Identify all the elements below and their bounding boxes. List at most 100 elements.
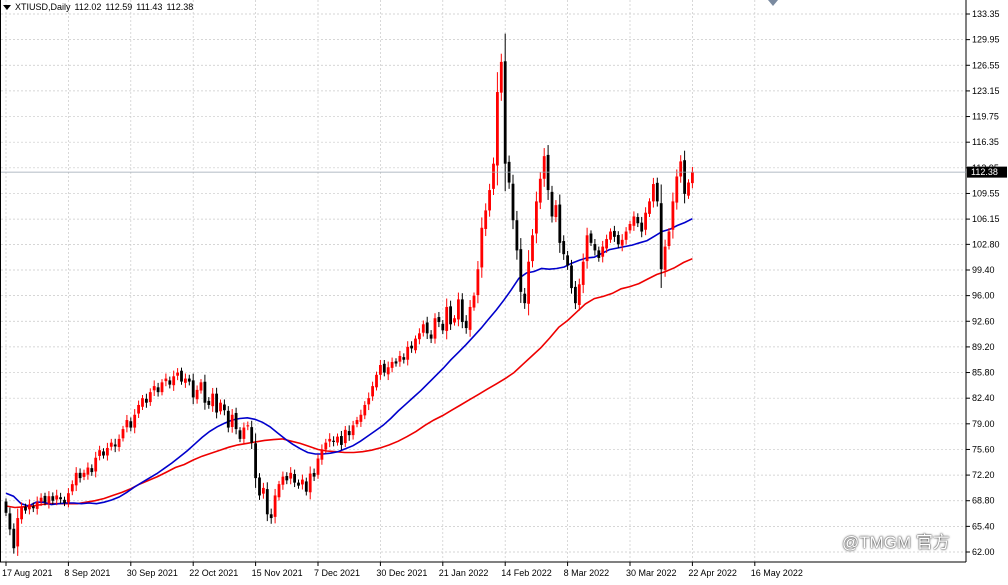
candle-body — [363, 404, 367, 416]
candle-body — [289, 472, 293, 479]
candle — [63, 496, 66, 507]
candle — [667, 227, 671, 250]
candle-body — [4, 501, 8, 513]
candle — [262, 482, 265, 499]
candle-body — [616, 235, 620, 245]
candle-body — [601, 246, 605, 257]
candle-body — [566, 255, 569, 266]
candle-body — [246, 425, 250, 427]
candle — [538, 172, 542, 210]
candle-body — [503, 61, 507, 164]
x-tick-label: 21 Jan 2022 — [439, 568, 489, 578]
candle-body — [250, 427, 254, 443]
candle-body — [687, 182, 690, 196]
candle-body — [476, 269, 480, 296]
candle-body — [652, 184, 655, 202]
candle-body — [457, 299, 460, 320]
candle — [515, 210, 519, 260]
candle-body — [496, 92, 499, 166]
candle — [492, 157, 495, 196]
candle-body — [258, 477, 261, 496]
candle-body — [480, 227, 484, 268]
candle-body — [531, 235, 534, 262]
y-tick-label: 79.00 — [972, 419, 995, 429]
candle-body — [574, 286, 577, 304]
candle — [628, 220, 632, 234]
candle-body — [671, 201, 675, 230]
open-value: 112.02 — [74, 2, 102, 12]
candle — [20, 502, 23, 524]
candle-body — [460, 299, 464, 323]
ma-fast-line — [5, 217, 693, 507]
candle-body — [390, 361, 394, 368]
candle — [258, 473, 261, 500]
candle-body — [98, 450, 101, 456]
y-tick-label: 109.55 — [972, 188, 1000, 198]
x-tick-label: 22 Oct 2021 — [189, 568, 238, 578]
candle — [8, 507, 12, 536]
candle — [137, 400, 140, 418]
candle-body — [663, 246, 667, 270]
candle — [476, 261, 480, 304]
candle-body — [546, 154, 550, 191]
candle-body — [156, 387, 160, 393]
candle-body — [234, 412, 238, 430]
candle-body — [425, 322, 429, 334]
y-tick-label: 85.80 — [972, 368, 995, 378]
candle — [652, 177, 655, 208]
candle-body — [550, 191, 554, 217]
candle — [117, 434, 121, 452]
y-tick-label: 106.15 — [972, 214, 1000, 224]
candle — [581, 253, 585, 294]
candle-body — [433, 318, 437, 339]
candle — [351, 420, 355, 440]
chart-shift-marker-icon[interactable] — [768, 0, 778, 6]
candle — [242, 422, 246, 444]
candle-body — [515, 220, 519, 251]
candle-body — [468, 306, 472, 330]
x-tick-label: 8 Mar 2022 — [564, 568, 610, 578]
candle-body — [285, 475, 289, 481]
candle — [535, 191, 538, 244]
candle-body — [273, 495, 277, 517]
collapse-arrow-icon[interactable] — [3, 4, 11, 10]
candle — [121, 425, 125, 442]
candle-body — [304, 481, 308, 492]
candle — [585, 227, 589, 269]
candle-body — [581, 261, 585, 285]
candle-body — [281, 476, 285, 485]
candle — [433, 313, 437, 344]
candle-body — [691, 171, 694, 184]
candle — [148, 388, 152, 406]
candle — [51, 492, 55, 505]
candle — [320, 444, 324, 465]
candle-body — [226, 410, 230, 428]
candle — [328, 433, 332, 448]
low-value: 111.43 — [136, 2, 163, 12]
candle — [402, 353, 406, 364]
candle — [145, 393, 148, 408]
candle-body — [414, 338, 417, 351]
candle — [503, 33, 507, 192]
candle — [230, 409, 234, 433]
candle-body — [28, 504, 31, 510]
candle — [238, 427, 242, 443]
candle — [445, 298, 449, 340]
candle — [531, 228, 534, 268]
candle-body — [106, 447, 109, 456]
candle-body — [219, 402, 222, 412]
candle — [687, 179, 690, 199]
candle — [421, 320, 425, 337]
x-tick-label: 30 Sep 2021 — [127, 568, 178, 578]
candle-body — [141, 398, 144, 407]
candle — [347, 425, 351, 441]
moving-averages — [5, 217, 693, 509]
candle-body — [160, 382, 164, 393]
candle-body — [269, 514, 273, 519]
y-tick-label: 96.00 — [972, 291, 995, 301]
candle — [94, 451, 98, 478]
candle — [308, 466, 312, 500]
y-tick-label: 119.75 — [972, 112, 999, 122]
candle-body — [277, 484, 281, 498]
candle — [219, 399, 222, 415]
